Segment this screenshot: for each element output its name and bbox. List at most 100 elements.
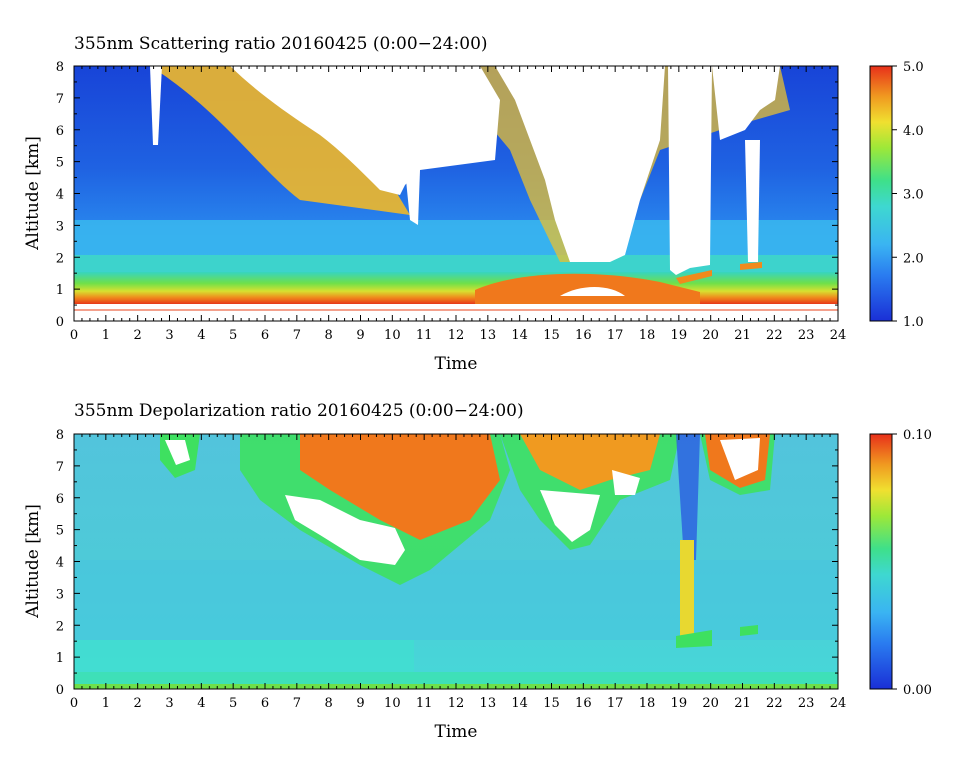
scattering-axes: 0 1 2 3 4 5 6 7 8 9 10 11 12 13 14 15 16 17 18 19 20 21 22 23 24…: [56, 60, 847, 343]
y-tick-label: 7: [56, 460, 64, 475]
y-tick-label: 3: [56, 219, 64, 234]
y-tick-label: 5: [56, 524, 64, 539]
depolarization-ice-region-1: [300, 434, 500, 540]
x-tick-label: 14: [511, 328, 528, 343]
x-tick-label: 17: [607, 328, 624, 343]
x-tick-label: 9: [356, 328, 364, 343]
y-tick-label: 1: [56, 651, 64, 666]
x-tick-label: 24: [830, 696, 847, 711]
x-tick-label: 10: [384, 328, 401, 343]
x-tick-label: 8: [325, 696, 333, 711]
scattering-cloud-7: [405, 170, 420, 225]
colorbar-tick-label: 0.10: [903, 428, 932, 443]
scattering-cloud-1: [230, 66, 500, 195]
y-tick-label: 4: [56, 188, 64, 203]
x-tick-label: 18: [639, 696, 656, 711]
depolarization-cloud-white-3: [612, 470, 640, 495]
x-tick-label: 4: [197, 696, 205, 711]
x-tick-label: 16: [575, 696, 592, 711]
x-tick-label: 12: [448, 328, 465, 343]
y-tick-label: 5: [56, 156, 64, 171]
x-tick-label: 17: [607, 696, 624, 711]
x-tick-label: 15: [543, 696, 560, 711]
y-tick-label: 0: [56, 315, 64, 330]
x-tick-label: 2: [134, 696, 142, 711]
colorbar-tick-label: 3.0: [903, 188, 924, 203]
scattering-heatmap: [74, 66, 838, 321]
scattering-aerosol-layer: [74, 272, 838, 304]
scattering-x-axis-label: Time: [435, 354, 478, 374]
x-tick-label: 8: [325, 328, 333, 343]
x-tick-label: 0: [70, 328, 78, 343]
x-tick-label: 13: [480, 328, 497, 343]
depolarization-low-streak: [676, 434, 700, 560]
x-tick-label: 6: [261, 328, 269, 343]
depolarization-ratio-panel: 355nm Depolarization ratio 20160425 (0:0…: [23, 401, 932, 742]
scattering-colorbar: 1.0 2.0 3.0 4.0 5.0: [869, 60, 924, 330]
x-tick-label: 7: [293, 696, 301, 711]
scattering-cloud-base-2: [740, 262, 762, 270]
x-tick-label: 3: [165, 328, 173, 343]
x-tick-label: 10: [384, 696, 401, 711]
colorbar-tick-label: 2.0: [903, 251, 924, 266]
depolarization-heatmap: [74, 434, 838, 689]
depolarization-near-surface-left: [74, 640, 414, 675]
scattering-cloud-edge-1: [150, 66, 410, 215]
x-tick-label: 22: [766, 696, 783, 711]
depolarization-cloud-white-5: [165, 440, 190, 465]
x-tick-label: 22: [766, 328, 783, 343]
scattering-cloud-2: [495, 66, 665, 262]
scattering-cloud-base-1: [676, 270, 712, 284]
depolarization-y-axis-label: Altitude [km]: [23, 504, 43, 619]
y-tick-label: 6: [56, 492, 64, 507]
colorbar-tick-label: 1.0: [903, 315, 924, 330]
y-tick-label: 0: [56, 683, 64, 698]
y-tick-label: 6: [56, 124, 64, 139]
x-tick-label: 5: [229, 696, 237, 711]
x-tick-label: 9: [356, 696, 364, 711]
y-tick-label: 2: [56, 619, 64, 634]
x-tick-label: 11: [416, 328, 433, 343]
x-tick-label: 1: [102, 328, 110, 343]
x-tick-label: 5: [229, 328, 237, 343]
depolarization-small-patch: [740, 625, 758, 636]
x-tick-label: 19: [671, 328, 688, 343]
depolarization-cloud-white-1: [285, 495, 405, 565]
y-tick-label: 4: [56, 556, 64, 571]
x-tick-label: 15: [543, 328, 560, 343]
depolarization-cloud-white-4: [720, 438, 760, 480]
y-tick-label: 3: [56, 587, 64, 602]
x-tick-label: 0: [70, 696, 78, 711]
x-tick-label: 23: [798, 696, 815, 711]
depolarization-surface-band: [74, 672, 838, 684]
depolarization-cloud-white-2: [540, 490, 600, 542]
scattering-aerosol-saturation: [560, 287, 625, 296]
depolarization-midlayer: [74, 560, 838, 640]
x-tick-label: 20: [702, 696, 719, 711]
depolarization-colorbar: 0.00 0.10: [869, 428, 932, 698]
colorbar-tick-label: 4.0: [903, 124, 924, 139]
depolarization-axes: 0 1 2 3 4 5 6 7 8 9 10 11 12 13 14 15 16 17 18 19 20 21 22 23 24…: [56, 428, 847, 711]
y-tick-label: 8: [56, 428, 64, 443]
depolarization-column-base: [676, 630, 712, 648]
x-tick-label: 20: [702, 328, 719, 343]
depolarization-chart-title: 355nm Depolarization ratio 20160425 (0:0…: [74, 401, 524, 421]
x-tick-label: 13: [480, 696, 497, 711]
y-tick-label: 1: [56, 283, 64, 298]
scattering-colorbar-gradient: [869, 65, 893, 322]
x-tick-label: 12: [448, 696, 465, 711]
x-tick-label: 23: [798, 328, 815, 343]
scattering-haze-band-upper: [74, 255, 838, 275]
x-tick-label: 4: [197, 328, 205, 343]
x-tick-label: 21: [734, 328, 751, 343]
x-tick-label: 6: [261, 696, 269, 711]
colorbar-tick-label: 0.00: [903, 683, 932, 698]
y-tick-label: 8: [56, 60, 64, 75]
y-tick-label: 2: [56, 251, 64, 266]
y-tick-label: 7: [56, 92, 64, 107]
scattering-ratio-panel: 355nm Scattering ratio 20160425 (0:00−24…: [23, 34, 924, 374]
x-tick-label: 18: [639, 328, 656, 343]
x-tick-label: 2: [134, 328, 142, 343]
x-tick-label: 7: [293, 328, 301, 343]
scattering-cloud-4: [712, 66, 780, 140]
